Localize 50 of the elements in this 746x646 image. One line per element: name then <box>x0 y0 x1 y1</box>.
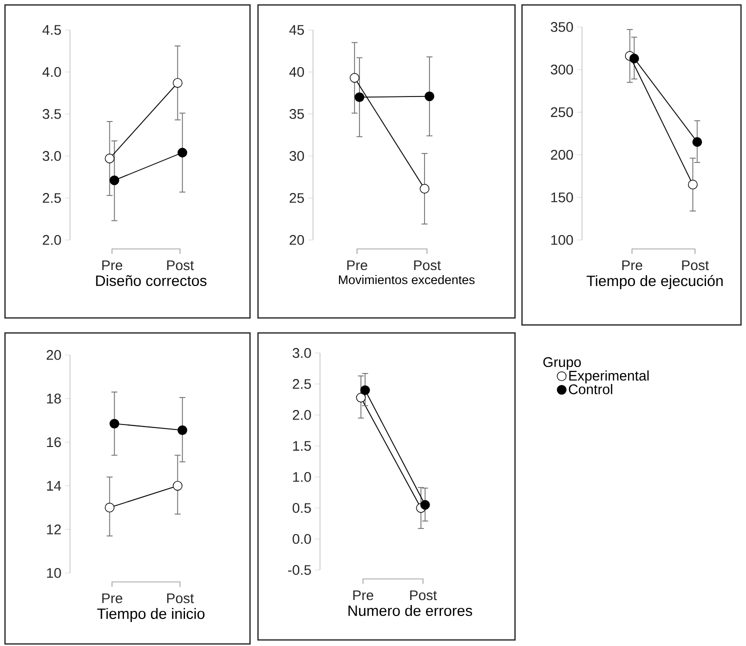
x-axis-title: Movimientos excedentes <box>339 275 475 284</box>
y-tick-label: 45 <box>289 25 304 35</box>
y-tick-label: 350 <box>550 22 573 32</box>
y-tick-label: 20 <box>290 235 304 245</box>
x-tick-label: Post <box>414 260 441 270</box>
y-tick-label: 200 <box>550 150 573 160</box>
y-tick-label: 35 <box>290 109 304 119</box>
y-tick-label: 12 <box>47 524 61 534</box>
x-axis-title: Tiempo de inicio <box>97 608 204 622</box>
y-tick-label: 100 <box>551 235 573 245</box>
y-tick-label: 0.0 <box>292 534 311 544</box>
legend-label: Experimental <box>569 370 649 384</box>
y-tick-label: 3.0 <box>42 151 61 161</box>
x-tick-label: Post <box>682 260 709 270</box>
x-tick-label: Post <box>167 260 194 270</box>
legend-title: Grupo <box>543 357 581 370</box>
y-tick-label: 30 <box>290 151 304 161</box>
x-axis-title: Diseño correctos <box>96 275 206 286</box>
x-tick-label: Pre <box>102 260 122 270</box>
y-tick-label: 20 <box>46 350 61 360</box>
y-tick-label: 300 <box>550 64 573 75</box>
y-tick-label: 4.5 <box>42 25 61 35</box>
y-tick-label: 16 <box>47 437 61 448</box>
y-tick-label: 2.0 <box>42 235 61 245</box>
y-tick-label: 14 <box>47 480 62 491</box>
y-tick-label: -0.5 <box>288 565 311 575</box>
y-tick-label: 0.5 <box>292 503 311 513</box>
y-tick-label: 150 <box>551 192 573 202</box>
y-tick-label: 4.0 <box>42 67 61 77</box>
y-tick-label: 10 <box>47 568 61 578</box>
y-tick-label: 18 <box>47 394 61 404</box>
x-tick-label: Pre <box>353 590 374 600</box>
y-tick-label: 1.0 <box>293 472 311 482</box>
x-tick-label: Post <box>167 593 194 604</box>
legend-label: Control <box>568 384 612 394</box>
y-tick-label: 25 <box>290 193 304 203</box>
y-tick-label: 2.5 <box>42 193 61 203</box>
y-tick-label: 40 <box>289 67 304 77</box>
x-tick-label: Pre <box>347 260 368 270</box>
y-tick-label: 2.5 <box>292 379 311 389</box>
x-tick-label: Pre <box>622 260 642 270</box>
y-tick-label: 250 <box>550 107 573 118</box>
y-tick-label: 2.0 <box>292 410 311 420</box>
y-tick-label: 1.5 <box>293 441 311 451</box>
x-axis-title: Numero de errores <box>348 605 472 616</box>
x-tick-label: Pre <box>102 593 122 604</box>
x-tick-label: Post <box>410 590 437 600</box>
y-tick-label: 3.5 <box>42 109 61 119</box>
y-tick-label: 3.0 <box>292 348 311 358</box>
x-axis-title: Tiempo de ejecución <box>586 275 723 290</box>
